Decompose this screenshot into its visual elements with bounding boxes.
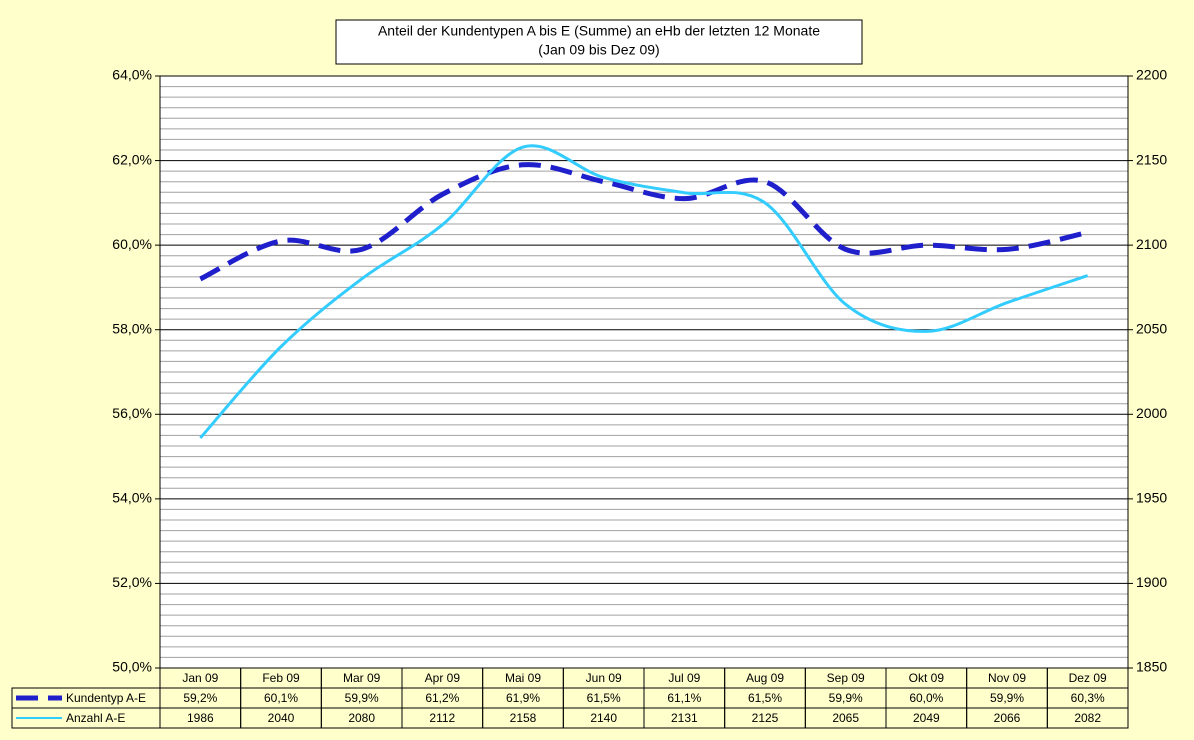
table-value: 2158 (510, 711, 537, 725)
x-tick-label: Jan 09 (182, 671, 218, 685)
table-cell (1046, 707, 1129, 729)
table-value: 60,0% (909, 691, 943, 705)
table-value: 59,9% (345, 691, 379, 705)
y-tick-label: 54,0% (112, 490, 152, 506)
table-value: 59,2% (183, 691, 217, 705)
x-tick-label: Mar 09 (343, 671, 381, 685)
table-value: 2112 (429, 711, 455, 725)
x-tick-label: Dez 09 (1069, 671, 1107, 685)
legend-label: Kundentyp A-E (66, 691, 146, 705)
y-tick-label: 58,0% (112, 320, 152, 336)
table-value: 60,3% (1071, 691, 1105, 705)
table-value: 2082 (1074, 711, 1101, 725)
x-tick-label: Apr 09 (425, 671, 461, 685)
table-value: 2049 (913, 711, 940, 725)
y2-tick-label: 2100 (1136, 236, 1167, 252)
table-value: 2066 (994, 711, 1021, 725)
x-tick-label: Sep 09 (827, 671, 865, 685)
y-tick-label: 52,0% (112, 574, 152, 590)
x-tick-label: Jul 09 (668, 671, 700, 685)
chart-subtitle: (Jan 09 bis Dez 09) (538, 42, 659, 58)
x-tick-label: Nov 09 (988, 671, 1026, 685)
legend-label: Anzahl A-E (66, 711, 125, 725)
table-value: 59,9% (829, 691, 863, 705)
table-value: 2131 (671, 711, 698, 725)
y2-tick-label: 1850 (1136, 659, 1167, 675)
series-line (199, 162, 1089, 282)
table-value: 2040 (268, 711, 295, 725)
y2-tick-label: 2000 (1136, 405, 1167, 421)
table-value: 61,1% (667, 691, 701, 705)
y-tick-label: 60,0% (112, 236, 152, 252)
y-tick-label: 56,0% (112, 405, 152, 421)
series-line (199, 144, 1089, 439)
table-value: 2065 (832, 711, 859, 725)
y2-tick-label: 2050 (1136, 320, 1167, 336)
table-value: 61,9% (506, 691, 540, 705)
table-value: 1986 (187, 711, 214, 725)
table-value: 2080 (348, 711, 375, 725)
table-value: 2140 (590, 711, 617, 725)
table-value: 59,9% (990, 691, 1024, 705)
x-tick-label: Mai 09 (505, 671, 541, 685)
y2-tick-label: 2150 (1136, 151, 1167, 167)
y2-tick-label: 1900 (1136, 574, 1167, 590)
y-tick-label: 50,0% (112, 659, 152, 675)
y2-tick-label: 1950 (1136, 490, 1167, 506)
x-tick-label: Feb 09 (262, 671, 300, 685)
x-tick-label: Jun 09 (586, 671, 622, 685)
x-tick-label: Okt 09 (909, 671, 945, 685)
title-box (335, 19, 863, 65)
table-value: 60,1% (264, 691, 298, 705)
chart-title: Anteil der Kundentypen A bis E (Summe) a… (378, 23, 820, 39)
table-value: 61,2% (425, 691, 459, 705)
table-value: 61,5% (748, 691, 782, 705)
y-tick-label: 62,0% (112, 151, 152, 167)
x-tick-label: Aug 09 (746, 671, 784, 685)
table-value: 61,5% (587, 691, 621, 705)
y2-tick-label: 2200 (1136, 67, 1167, 83)
table-value: 2125 (752, 711, 779, 725)
y-tick-label: 64,0% (112, 67, 152, 83)
